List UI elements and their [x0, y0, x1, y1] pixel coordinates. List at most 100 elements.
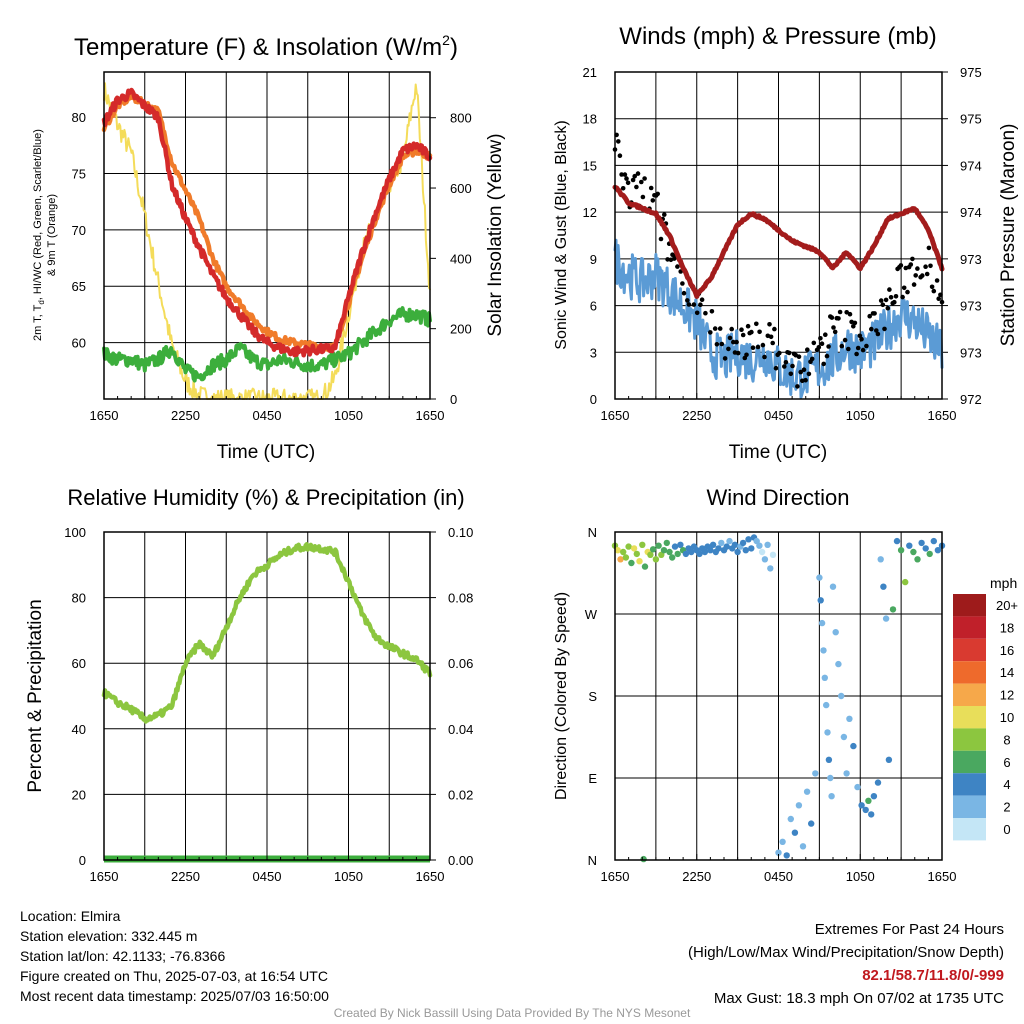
gust-point — [836, 316, 841, 321]
temp-chart-ylabel-left-2: & 9m T (Orange) — [46, 194, 58, 276]
gust-point — [786, 350, 792, 356]
gust-point — [803, 377, 808, 383]
gust-point — [749, 329, 754, 335]
gust-point — [625, 180, 631, 186]
direction-point — [640, 855, 647, 863]
gust-point — [783, 360, 789, 365]
colorbar-label: 0 — [1003, 822, 1010, 837]
colorbar-label: 8 — [1003, 732, 1010, 747]
rh-ytick-label: 60 — [72, 656, 86, 671]
extremes-subtitle: (High/Low/Max Wind/Precipitation/Snow De… — [688, 944, 1004, 961]
temp-xtick-label: 1650 — [90, 408, 119, 423]
rh-ytick-label: 100 — [64, 525, 86, 540]
gust-point — [910, 256, 915, 262]
gust-point — [796, 354, 802, 360]
direction-point — [812, 770, 819, 777]
temp-xtick-label: 1650 — [416, 408, 445, 423]
direction-point — [803, 788, 811, 795]
wind-xtick-label: 2250 — [682, 408, 711, 423]
rh-plot-frame — [103, 531, 431, 861]
direction-point — [628, 559, 635, 567]
gust-point — [860, 347, 866, 353]
gust-point — [892, 299, 897, 305]
gust-point — [685, 298, 690, 303]
direction-point — [652, 556, 660, 563]
direction-point — [870, 793, 878, 800]
gust-point — [681, 290, 687, 296]
direction-point — [779, 838, 786, 845]
max-gust: Max Gust: 18.3 mph On 07/02 at 1735 UTC — [713, 990, 1004, 1007]
temp-chart-title: Temperature (F) & Insolation (W/m2) — [74, 32, 458, 61]
gust-point — [832, 329, 838, 335]
direction-point — [731, 541, 739, 548]
rh-ytick-label: 20 — [72, 787, 86, 802]
gust-point — [926, 245, 932, 251]
colorbar-label: 4 — [1003, 777, 1010, 792]
gust-point — [883, 297, 889, 303]
gust-point — [708, 330, 713, 335]
pressure-ytick-label: 973 — [960, 299, 982, 314]
rh-xtick-label: 0450 — [253, 869, 282, 884]
gust-point — [768, 334, 774, 340]
direction-point — [791, 829, 799, 836]
direction-point — [682, 550, 690, 558]
colorbar-swatch — [953, 683, 986, 706]
direction-xtick-label: 1650 — [601, 869, 630, 884]
gust-point — [767, 322, 772, 327]
insolation-ytick-label: 200 — [450, 322, 472, 337]
direction-point — [715, 545, 722, 552]
gust-point — [731, 339, 736, 345]
wind-plot-frame — [614, 71, 943, 400]
gust-point — [805, 347, 810, 353]
gust-point — [885, 305, 891, 311]
gust-point — [642, 176, 647, 181]
gust-point — [801, 367, 807, 373]
direction-xtick-label: 1650 — [928, 869, 957, 884]
gust-point — [754, 321, 759, 327]
temp-chart-xlabel: Time (UTC) — [217, 442, 316, 463]
colorbar-swatch — [953, 638, 986, 662]
direction-point — [889, 606, 897, 613]
direction-point — [787, 815, 794, 823]
temp-plot-frame — [103, 71, 431, 400]
direction-xtick-label: 2250 — [682, 869, 711, 884]
direction-point — [858, 802, 865, 809]
direction-ytick-label: N — [588, 525, 597, 540]
direction-point — [688, 548, 695, 556]
gust-point — [717, 326, 723, 331]
recent-timestamp: Most recent data timestamp: 2025/07/03 1… — [20, 988, 329, 1004]
gust-point — [823, 332, 828, 338]
gust-point — [898, 263, 904, 268]
gust-point — [867, 313, 872, 319]
colorbar-label: 18 — [1000, 620, 1014, 635]
colorbar-swatch — [953, 795, 986, 818]
gust-point — [859, 336, 864, 342]
station-location: Location: Elmira — [20, 908, 121, 924]
gust-point — [675, 264, 680, 269]
direction-point — [701, 548, 709, 556]
gust-point — [703, 310, 708, 316]
gust-point — [929, 284, 935, 290]
gust-point — [911, 282, 917, 287]
temp-2m-series — [101, 87, 433, 358]
gust-point — [622, 172, 628, 177]
gust-point — [913, 273, 918, 278]
gust-point — [821, 361, 826, 367]
gust-point — [893, 294, 899, 299]
pressure-ytick-label: 975 — [960, 112, 982, 127]
direction-point — [636, 558, 643, 565]
direction-point — [756, 542, 763, 549]
wind-ytick-label: 12 — [583, 205, 597, 220]
direction-point — [742, 547, 749, 554]
gust-point — [635, 171, 641, 176]
direction-point — [823, 701, 830, 709]
gust-point — [698, 302, 703, 308]
gust-point — [854, 351, 859, 357]
direction-point — [885, 756, 893, 763]
direction-point — [795, 802, 803, 809]
wind-direction-title: Wind Direction — [706, 485, 849, 510]
wind-xtick-label: 0450 — [764, 408, 793, 423]
direction-point — [906, 542, 913, 549]
gust-point — [931, 288, 937, 294]
wind-xtick-label: 1650 — [601, 408, 630, 423]
